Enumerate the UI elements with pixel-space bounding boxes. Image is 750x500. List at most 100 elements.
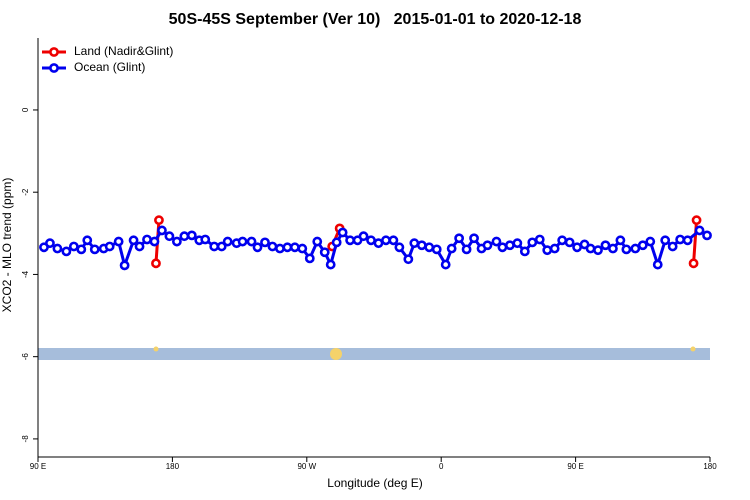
point bbox=[630, 243, 641, 254]
point bbox=[154, 215, 164, 226]
point bbox=[76, 244, 87, 255]
spot bbox=[153, 346, 159, 352]
point bbox=[667, 241, 678, 252]
point bbox=[104, 241, 115, 252]
point bbox=[325, 259, 336, 270]
point bbox=[337, 227, 348, 238]
y-axis-label: XCO2 - MLO trend (ppm) bbox=[0, 178, 14, 313]
y-tick-label: -6 bbox=[21, 353, 30, 361]
point bbox=[600, 240, 611, 251]
legend-marker bbox=[49, 47, 59, 57]
point bbox=[237, 236, 248, 247]
point bbox=[637, 240, 648, 251]
point bbox=[403, 254, 414, 265]
point bbox=[275, 243, 285, 254]
point bbox=[431, 244, 442, 255]
point bbox=[527, 237, 538, 248]
point bbox=[312, 236, 323, 247]
point bbox=[491, 236, 502, 247]
point bbox=[608, 243, 618, 254]
point bbox=[388, 235, 399, 246]
point bbox=[149, 236, 160, 247]
point bbox=[482, 240, 493, 251]
point bbox=[304, 253, 315, 264]
legend-label: Land (Nadir&Glint) bbox=[74, 44, 173, 58]
point bbox=[366, 235, 376, 246]
y-tick-label: -4 bbox=[21, 270, 30, 278]
point bbox=[252, 242, 263, 253]
point bbox=[409, 238, 420, 249]
point bbox=[454, 233, 465, 244]
point bbox=[512, 238, 523, 249]
point bbox=[373, 238, 384, 249]
point bbox=[652, 259, 663, 270]
point bbox=[519, 246, 530, 257]
legend-label: Ocean (Glint) bbox=[74, 60, 145, 74]
point bbox=[82, 235, 93, 246]
point bbox=[61, 246, 72, 257]
point bbox=[68, 241, 79, 252]
legend-marker bbox=[49, 63, 59, 73]
point bbox=[446, 243, 457, 254]
point bbox=[645, 236, 656, 247]
point bbox=[171, 236, 182, 247]
point bbox=[469, 233, 479, 244]
point bbox=[688, 258, 699, 269]
x-tick-label: 180 bbox=[166, 462, 180, 471]
legend: Land (Nadir&Glint) Ocean (Glint) bbox=[42, 44, 173, 74]
point bbox=[113, 236, 124, 247]
point bbox=[209, 241, 220, 252]
x-axis-label: Longitude (deg E) bbox=[327, 476, 422, 490]
point bbox=[621, 244, 632, 255]
point bbox=[593, 245, 603, 256]
y-tick-label: -8 bbox=[21, 435, 30, 443]
point bbox=[142, 234, 152, 245]
x-tick-label: 90 W bbox=[297, 462, 316, 471]
point bbox=[186, 230, 197, 241]
spot bbox=[330, 348, 342, 360]
point bbox=[52, 243, 63, 254]
x-tick-label: 180 bbox=[703, 462, 717, 471]
x-tick-label: 90 E bbox=[30, 462, 46, 471]
chart-title: 50S-45S September (Ver 10) 2015-01-01 to… bbox=[169, 11, 582, 28]
point bbox=[151, 258, 161, 269]
point bbox=[424, 242, 435, 253]
point bbox=[289, 242, 300, 253]
point bbox=[319, 247, 330, 258]
point bbox=[157, 225, 167, 236]
point bbox=[534, 234, 545, 245]
point bbox=[660, 235, 671, 246]
point bbox=[267, 241, 278, 252]
point bbox=[282, 242, 293, 253]
point bbox=[45, 238, 55, 249]
point bbox=[200, 234, 211, 245]
spot bbox=[690, 346, 696, 352]
point bbox=[549, 243, 560, 254]
point bbox=[246, 236, 257, 247]
point bbox=[691, 215, 702, 226]
x-tick-label: 0 bbox=[439, 462, 444, 471]
point bbox=[128, 235, 139, 246]
point bbox=[164, 231, 175, 242]
point bbox=[694, 225, 705, 236]
point bbox=[394, 242, 405, 253]
point bbox=[702, 230, 712, 241]
point bbox=[615, 235, 626, 246]
point bbox=[675, 234, 686, 245]
point bbox=[504, 240, 515, 251]
point bbox=[134, 241, 145, 252]
point bbox=[297, 243, 308, 254]
point bbox=[260, 237, 270, 248]
point bbox=[572, 242, 582, 253]
point bbox=[461, 244, 472, 255]
point bbox=[216, 241, 227, 252]
point bbox=[119, 260, 130, 271]
point bbox=[564, 237, 575, 248]
point bbox=[89, 244, 100, 255]
point bbox=[542, 245, 553, 256]
point bbox=[440, 259, 451, 270]
point bbox=[497, 242, 508, 253]
point bbox=[585, 243, 596, 254]
point bbox=[557, 235, 568, 246]
